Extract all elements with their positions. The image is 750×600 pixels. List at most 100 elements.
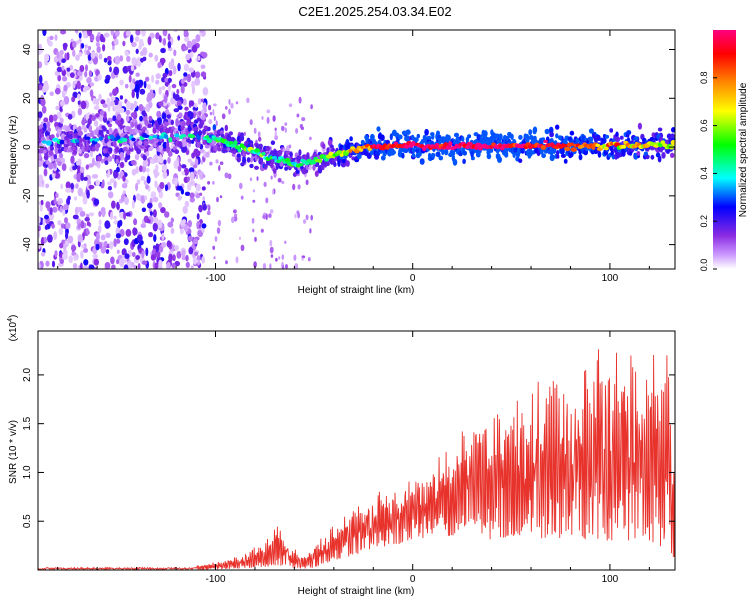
spectrogram-ridge-halo — [202, 140, 208, 145]
spectrogram-noise-mark — [119, 79, 124, 86]
spectrogram-noise-mark — [74, 30, 79, 33]
spectrogram-noise-mark — [113, 238, 117, 248]
spectrogram-noise-mark — [39, 204, 43, 212]
spectrogram-ridge-halo — [430, 152, 436, 159]
spectrogram-noise-mark — [40, 98, 46, 107]
spectrogram-noise-mark — [154, 54, 159, 62]
spectrogram-ridge-halo — [518, 158, 523, 164]
spectrogram-noise-mark — [157, 61, 162, 69]
spectrogram-ridge-mark — [93, 138, 100, 142]
spectrogram-noise-mark — [268, 213, 272, 218]
spectrogram-noise-mark — [288, 103, 293, 107]
spectrogram-ridge-halo — [254, 165, 259, 170]
spectrogram-noise-mark — [180, 78, 185, 85]
spectrogram-noise-mark — [182, 219, 186, 224]
spectrogram-ridge-halo — [670, 133, 675, 138]
spectrogram-noise-mark — [109, 100, 115, 107]
spectrogram-ridge-halo — [321, 165, 325, 171]
spectrogram-y-axis: -40 -20 0 20 40 — [22, 44, 675, 252]
spectrogram-noise-mark — [102, 103, 108, 108]
spectrogram-ridge-halo — [56, 128, 62, 135]
spectrogram-ridge-mark — [52, 137, 59, 142]
spectrogram-ridge-halo — [79, 166, 85, 173]
spectrogram-noise-mark — [101, 211, 106, 218]
spectrogram-ridge-halo — [277, 149, 283, 157]
spectrogram-ridge-halo — [106, 141, 112, 148]
spectrogram-noise-mark — [110, 256, 115, 265]
spectrogram-noise-mark — [80, 172, 84, 182]
spectrogram-noise-mark — [194, 103, 198, 108]
spectrogram-noise-mark — [84, 71, 88, 78]
spectrogram-noise-mark — [72, 80, 76, 89]
spectrogram-ridge-halo — [450, 150, 456, 156]
spectrogram-noise-mark — [93, 120, 99, 127]
spectrogram-noise-mark — [197, 55, 201, 61]
spectrogram-noise-mark — [83, 248, 89, 253]
spectrogram-ridge-halo — [435, 133, 439, 140]
spectrogram-noise-mark — [131, 199, 135, 209]
spectrogram-noise-mark — [167, 33, 171, 41]
spectrogram-noise-mark — [177, 62, 181, 72]
spectrogram-ridge-halo — [165, 141, 170, 149]
spectrogram-noise-mark — [164, 77, 169, 83]
spectrogram-ridge-halo — [198, 123, 203, 129]
spectrogram-ridge-halo — [461, 136, 465, 142]
spectrogram-x-axis: -100 0 100 — [57, 30, 650, 284]
spectrogram-noise-mark — [83, 153, 90, 159]
spectrogram-noise-mark — [274, 127, 277, 132]
spectrogram-noise-mark — [160, 207, 166, 214]
spectrogram-noise-mark — [113, 66, 120, 76]
spectrogram-noise-mark — [146, 83, 152, 90]
spectrogram-noise-mark — [272, 115, 276, 122]
spectrogram-noise-mark — [284, 127, 287, 133]
spectrogram-noise-mark — [195, 183, 201, 192]
spectrogram-noise-mark — [94, 160, 99, 167]
spectrogram-noise-mark — [131, 57, 137, 66]
spectrogram-noise-mark — [307, 257, 311, 262]
spectrogram-ridge-halo — [196, 117, 201, 122]
spectrogram-noise-mark — [132, 227, 138, 236]
spectrogram-ridge-halo — [241, 157, 247, 164]
spectrogram-noise-mark — [49, 35, 54, 41]
spectrogram-noise-mark — [309, 228, 312, 234]
spectrogram-ridge-halo — [48, 149, 54, 156]
spectrogram-noise-mark — [139, 165, 143, 173]
spectrogram-noise-mark — [181, 164, 187, 169]
spectrogram-noise-mark — [281, 125, 285, 131]
spectrogram-noise-mark — [130, 261, 135, 268]
spectrogram-noise-mark — [42, 30, 47, 36]
spectrogram-ridge-halo — [180, 130, 185, 136]
spectrogram-noise-mark — [153, 234, 157, 243]
spectrogram-noise-mark — [146, 219, 151, 224]
spectrogram-noise-mark — [76, 206, 83, 213]
spectrogram-noise-mark — [270, 254, 274, 258]
spectrogram-noise-mark — [310, 214, 314, 221]
spectrogram-noise-mark — [118, 106, 122, 113]
spectrogram-ridge-halo — [330, 147, 336, 152]
spectrogram-ridge-halo — [219, 130, 225, 135]
spectrogram-noise-mark — [102, 44, 106, 52]
spectrogram-noise-mark — [71, 244, 77, 252]
spectrogram-ridge-halo — [95, 128, 100, 134]
snr-y-tick-label: 0.5 — [22, 514, 33, 528]
colorbar-tick-label: 0.8 — [699, 72, 709, 85]
spectrogram-noise-mark — [140, 176, 146, 181]
spectrogram-noise-mark — [301, 117, 306, 122]
spectrogram-noise-mark — [188, 67, 194, 73]
spectrogram-noise-mark — [151, 92, 155, 99]
spectrogram-noise-mark — [107, 60, 112, 66]
spectrogram-noise-mark — [124, 253, 130, 259]
spectrogram-noise-mark — [300, 126, 305, 130]
spectrogram-ridge-halo — [258, 157, 264, 163]
spectrogram-noise-mark — [99, 33, 104, 43]
spectrogram-noise-mark — [87, 163, 94, 168]
spectrogram-noise-mark — [69, 72, 75, 78]
spectrogram-ridge-halo — [452, 158, 458, 166]
spectrogram-noise-mark — [83, 259, 89, 266]
spectrogram-noise-mark — [166, 240, 171, 248]
spectrogram-ridge-mark — [284, 158, 291, 163]
spectrogram-noise-mark — [45, 183, 50, 189]
spectrogram-ridge-halo — [67, 113, 73, 120]
spectrogram-ridge-mark — [189, 134, 195, 139]
